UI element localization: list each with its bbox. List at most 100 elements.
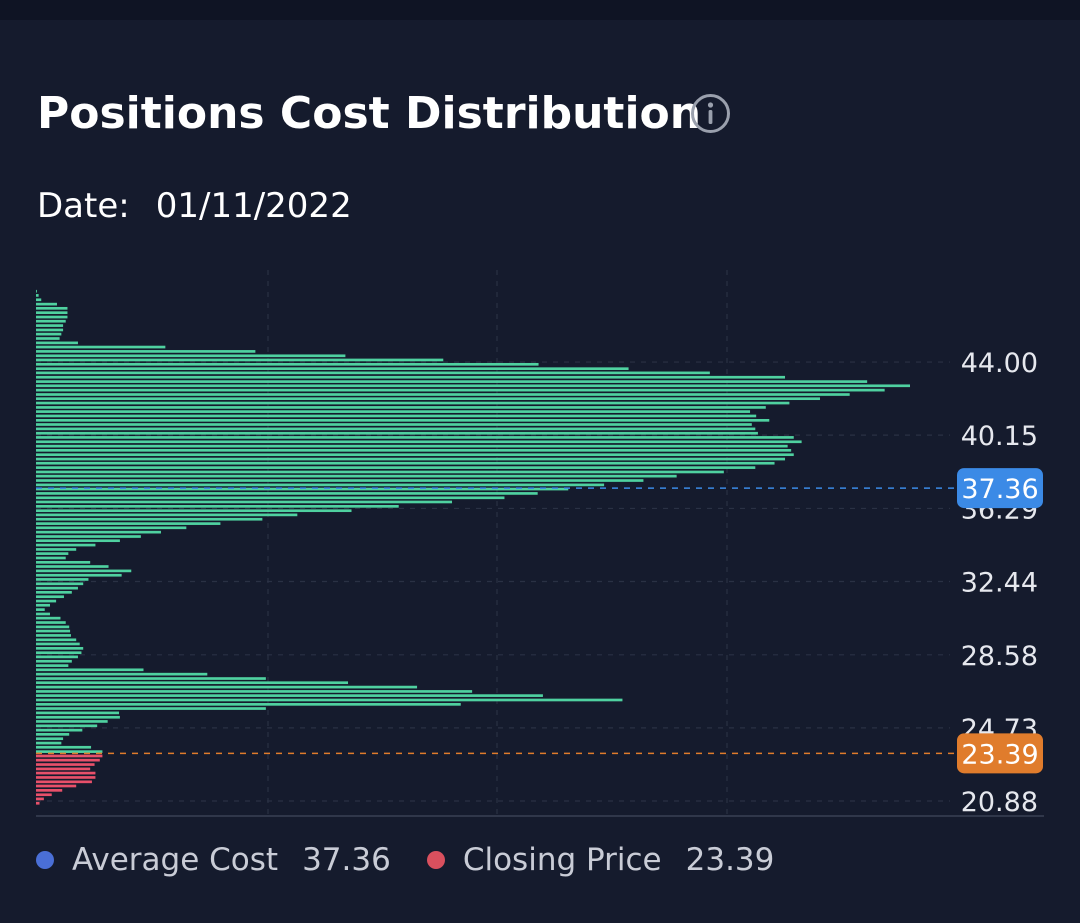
distribution-bar <box>36 776 96 779</box>
distribution-bar <box>36 358 444 362</box>
distribution-bar <box>36 591 72 594</box>
distribution-bar <box>36 758 100 762</box>
distribution-bar <box>36 690 473 693</box>
distribution-bar <box>36 431 758 435</box>
distribution-bar <box>36 634 71 637</box>
closing-price-marker: 23.39 <box>957 733 1043 774</box>
distribution-bar <box>36 406 766 409</box>
distribution-bar <box>36 380 868 383</box>
page-title: Positions Cost Distribution <box>37 88 702 139</box>
distribution-bar <box>36 362 539 366</box>
distribution-bar <box>36 582 84 586</box>
distribution-bar <box>36 444 788 448</box>
distribution-bar <box>36 401 790 405</box>
distribution-bar <box>36 612 50 616</box>
distribution-bar <box>36 603 50 607</box>
closing-price-badge-text: 23.39 <box>961 739 1038 770</box>
distribution-bar <box>36 711 120 715</box>
distribution-bar <box>36 337 60 340</box>
distribution-bar <box>36 298 42 302</box>
distribution-bar <box>36 741 62 745</box>
distribution-bar <box>36 448 792 452</box>
distribution-bar <box>36 341 78 345</box>
distribution-bar <box>36 388 885 392</box>
distribution-bar <box>36 694 543 697</box>
distribution-bar <box>36 418 770 422</box>
distribution-bar <box>36 621 66 624</box>
distribution-bar <box>36 535 141 538</box>
distribution-bar <box>36 780 92 784</box>
distribution-bar <box>36 324 64 327</box>
distribution-bar <box>36 479 644 482</box>
distribution-bar <box>36 470 724 474</box>
distribution-bar <box>36 703 461 706</box>
distribution-bar <box>36 655 78 659</box>
distribution-bar <box>36 311 68 315</box>
distribution-bar <box>36 681 349 685</box>
distribution-bar <box>36 530 161 534</box>
distribution-bar <box>36 492 538 495</box>
distribution-bar <box>36 371 710 375</box>
average-cost-badge-text: 37.36 <box>961 474 1038 505</box>
distribution-bar <box>36 754 103 758</box>
average-cost-marker: 37.36 <box>957 468 1043 509</box>
distribution-bar <box>36 294 39 297</box>
distribution-bar <box>36 586 78 590</box>
distribution-bar <box>36 745 92 749</box>
distribution-bar <box>36 483 605 487</box>
distribution-bar <box>36 801 40 805</box>
distribution-bar <box>36 651 82 655</box>
distribution-bar <box>36 599 57 603</box>
distribution-bar <box>36 728 83 732</box>
distribution-bar <box>36 672 208 676</box>
distribution-bar <box>36 561 91 564</box>
distribution-bar <box>36 608 45 611</box>
closing-price-legend-label: Closing Price <box>462 842 662 878</box>
distribution-bar <box>36 328 64 332</box>
distribution-bar <box>36 367 629 371</box>
info-circle-icon[interactable] <box>690 93 731 134</box>
distribution-bar <box>36 505 399 508</box>
distribution-bar <box>36 616 61 620</box>
average-cost-badge <box>957 468 1043 509</box>
distribution-bar <box>36 375 786 379</box>
distribution-bar <box>36 410 751 413</box>
distribution-bar <box>36 565 109 568</box>
closing-price-badge <box>957 733 1043 774</box>
distribution-bar <box>36 513 298 517</box>
distribution-bar <box>36 720 108 723</box>
date-value[interactable]: 01/11/2022 <box>155 186 352 226</box>
distribution-bar <box>36 767 91 771</box>
distribution-bar <box>36 517 263 521</box>
distribution-bar <box>36 793 52 797</box>
distribution-bar <box>36 466 756 469</box>
distribution-bar <box>36 647 84 650</box>
distribution-bar <box>36 543 96 547</box>
distribution-bar <box>36 737 64 741</box>
distribution-bar <box>36 453 794 457</box>
distribution-bar <box>36 797 44 801</box>
chart-legend: Average Cost 37.36 Closing Price 23.39 <box>36 842 774 878</box>
distribution-bar <box>36 393 850 396</box>
distribution-bar <box>36 345 166 349</box>
chart-bars <box>36 289 910 805</box>
distribution-bar <box>36 552 69 555</box>
distribution-bar <box>36 578 89 581</box>
distribution-bar <box>36 638 77 642</box>
average-cost-legend-label: Average Cost <box>72 842 279 878</box>
y-tick-label: 20.88 <box>961 787 1038 818</box>
distribution-bar <box>36 414 757 418</box>
average-cost-legend-dot <box>36 851 54 869</box>
distribution-bar <box>36 685 418 689</box>
distribution-bar <box>36 629 71 633</box>
distribution-bar <box>36 509 352 513</box>
y-tick-label: 28.58 <box>961 641 1038 672</box>
distribution-bar <box>36 474 677 478</box>
distribution-bar <box>36 319 66 323</box>
distribution-bar <box>36 763 95 766</box>
distribution-bar <box>36 397 820 401</box>
distribution-bar <box>36 526 187 530</box>
distribution-bar <box>36 569 132 573</box>
distribution-bar <box>36 306 68 310</box>
